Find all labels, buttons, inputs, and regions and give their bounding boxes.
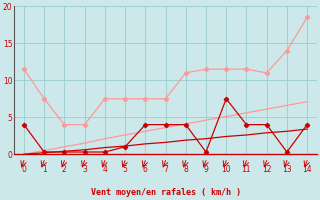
X-axis label: Vent moyen/en rafales ( km/h ): Vent moyen/en rafales ( km/h ) <box>91 188 241 197</box>
